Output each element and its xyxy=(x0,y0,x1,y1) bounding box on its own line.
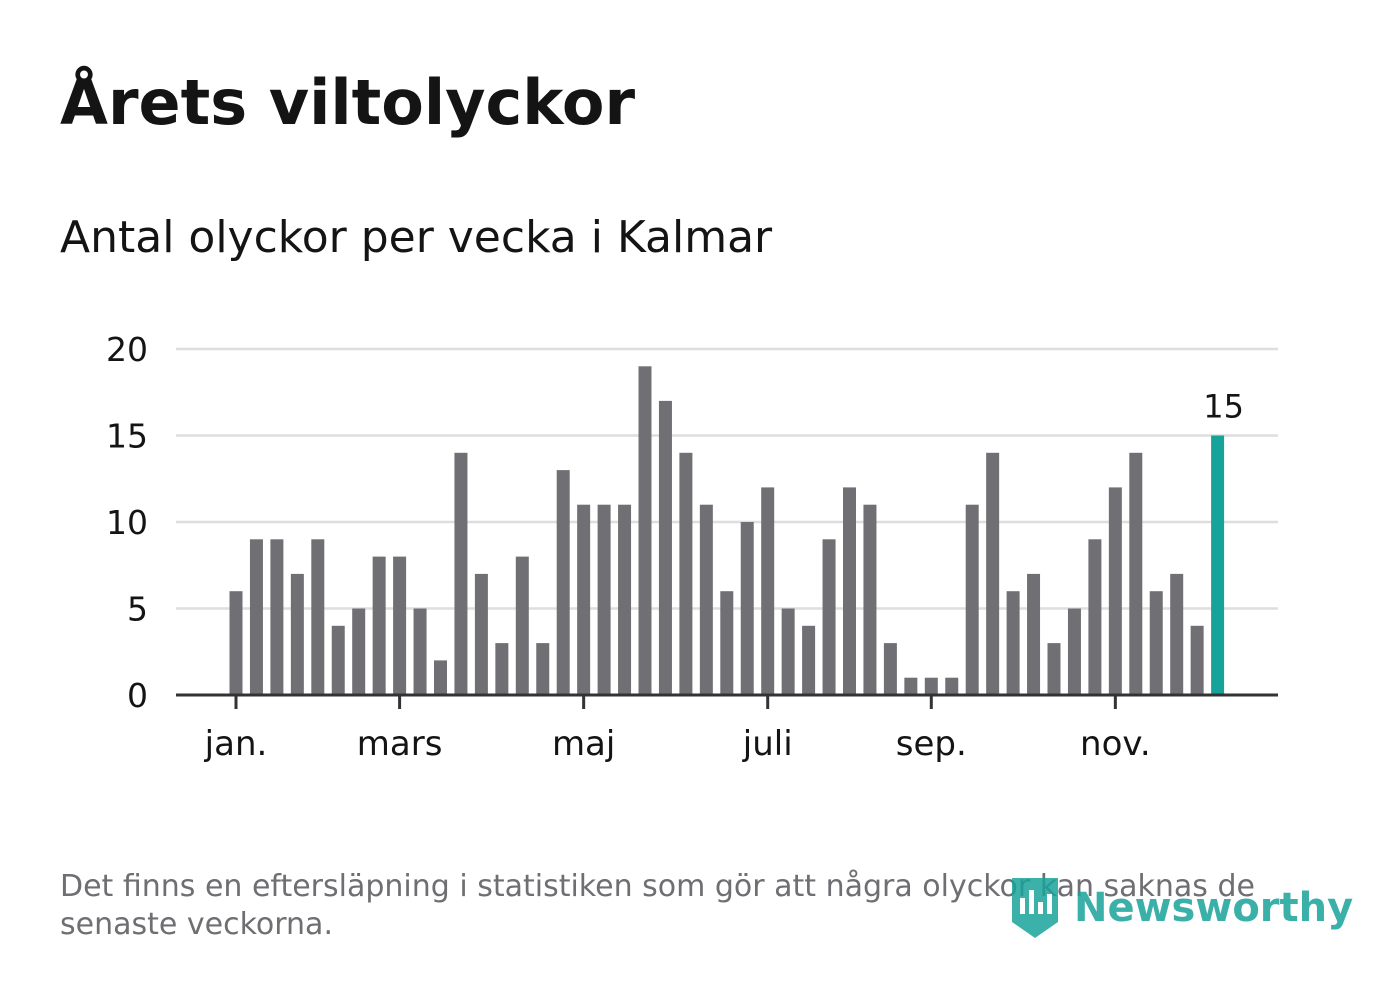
bar xyxy=(577,504,591,695)
bar xyxy=(515,556,529,695)
newsworthy-icon xyxy=(1012,878,1058,938)
bar xyxy=(904,677,918,695)
bar xyxy=(454,452,468,695)
bar xyxy=(1006,591,1020,695)
bar xyxy=(1047,643,1061,695)
y-tick-label: 20 xyxy=(106,330,148,369)
highlight-bar xyxy=(1211,435,1225,695)
bar xyxy=(679,452,693,695)
bar-chart: 0 5 10 15 20 15 jan. mars maj juli sep. nov. xyxy=(106,330,1278,764)
bar xyxy=(434,660,447,695)
bar xyxy=(249,539,263,695)
bar xyxy=(393,556,407,695)
bar xyxy=(352,608,366,695)
bar xyxy=(1108,487,1122,695)
bar xyxy=(556,470,570,695)
bar xyxy=(986,452,1000,695)
bar xyxy=(474,573,488,695)
x-tick-label: nov. xyxy=(1080,724,1151,764)
bar xyxy=(699,504,713,695)
bar xyxy=(536,643,550,695)
y-tick-label: 15 xyxy=(106,417,148,456)
chart-title: Årets viltolyckor xyxy=(60,66,636,139)
x-tick-label: mars xyxy=(357,724,443,764)
bar xyxy=(1170,573,1184,695)
x-tick-label: juli xyxy=(742,724,793,764)
x-tick-label: sep. xyxy=(896,724,967,764)
bar xyxy=(740,522,754,695)
bar xyxy=(1129,452,1143,695)
bar xyxy=(638,366,652,695)
bar xyxy=(781,608,795,695)
bar xyxy=(495,643,509,695)
y-tick-label: 5 xyxy=(127,590,148,629)
bar xyxy=(965,504,979,695)
bar xyxy=(372,556,386,695)
bar xyxy=(597,504,611,695)
bar xyxy=(761,487,775,695)
bar xyxy=(1149,591,1163,695)
bar xyxy=(1067,608,1081,695)
bar xyxy=(229,591,243,695)
bar xyxy=(413,608,427,695)
bar xyxy=(1190,625,1204,695)
bar xyxy=(618,504,632,695)
bar xyxy=(1088,539,1102,695)
data-label: 15 xyxy=(1203,388,1244,426)
bar xyxy=(822,539,836,695)
bar xyxy=(331,625,345,695)
chart-subtitle: Antal olyckor per vecka i Kalmar xyxy=(60,212,773,263)
bar xyxy=(270,539,284,695)
y-tick-label: 10 xyxy=(106,503,148,542)
y-tick-label: 0 xyxy=(127,676,148,715)
bar xyxy=(924,677,938,695)
bar xyxy=(945,677,959,695)
bar xyxy=(658,400,672,695)
bar xyxy=(843,487,856,695)
bar xyxy=(863,504,877,695)
brand-name: Newsworthy xyxy=(1074,885,1354,931)
bar xyxy=(311,539,325,695)
newsworthy-logo: Newsworthy xyxy=(1010,876,1353,940)
bar xyxy=(720,591,734,695)
bar xyxy=(802,625,816,695)
x-tick-label: maj xyxy=(552,724,615,764)
bar xyxy=(1027,573,1041,695)
bar xyxy=(290,573,304,695)
bar xyxy=(883,643,897,695)
x-tick-label: jan. xyxy=(204,724,268,764)
